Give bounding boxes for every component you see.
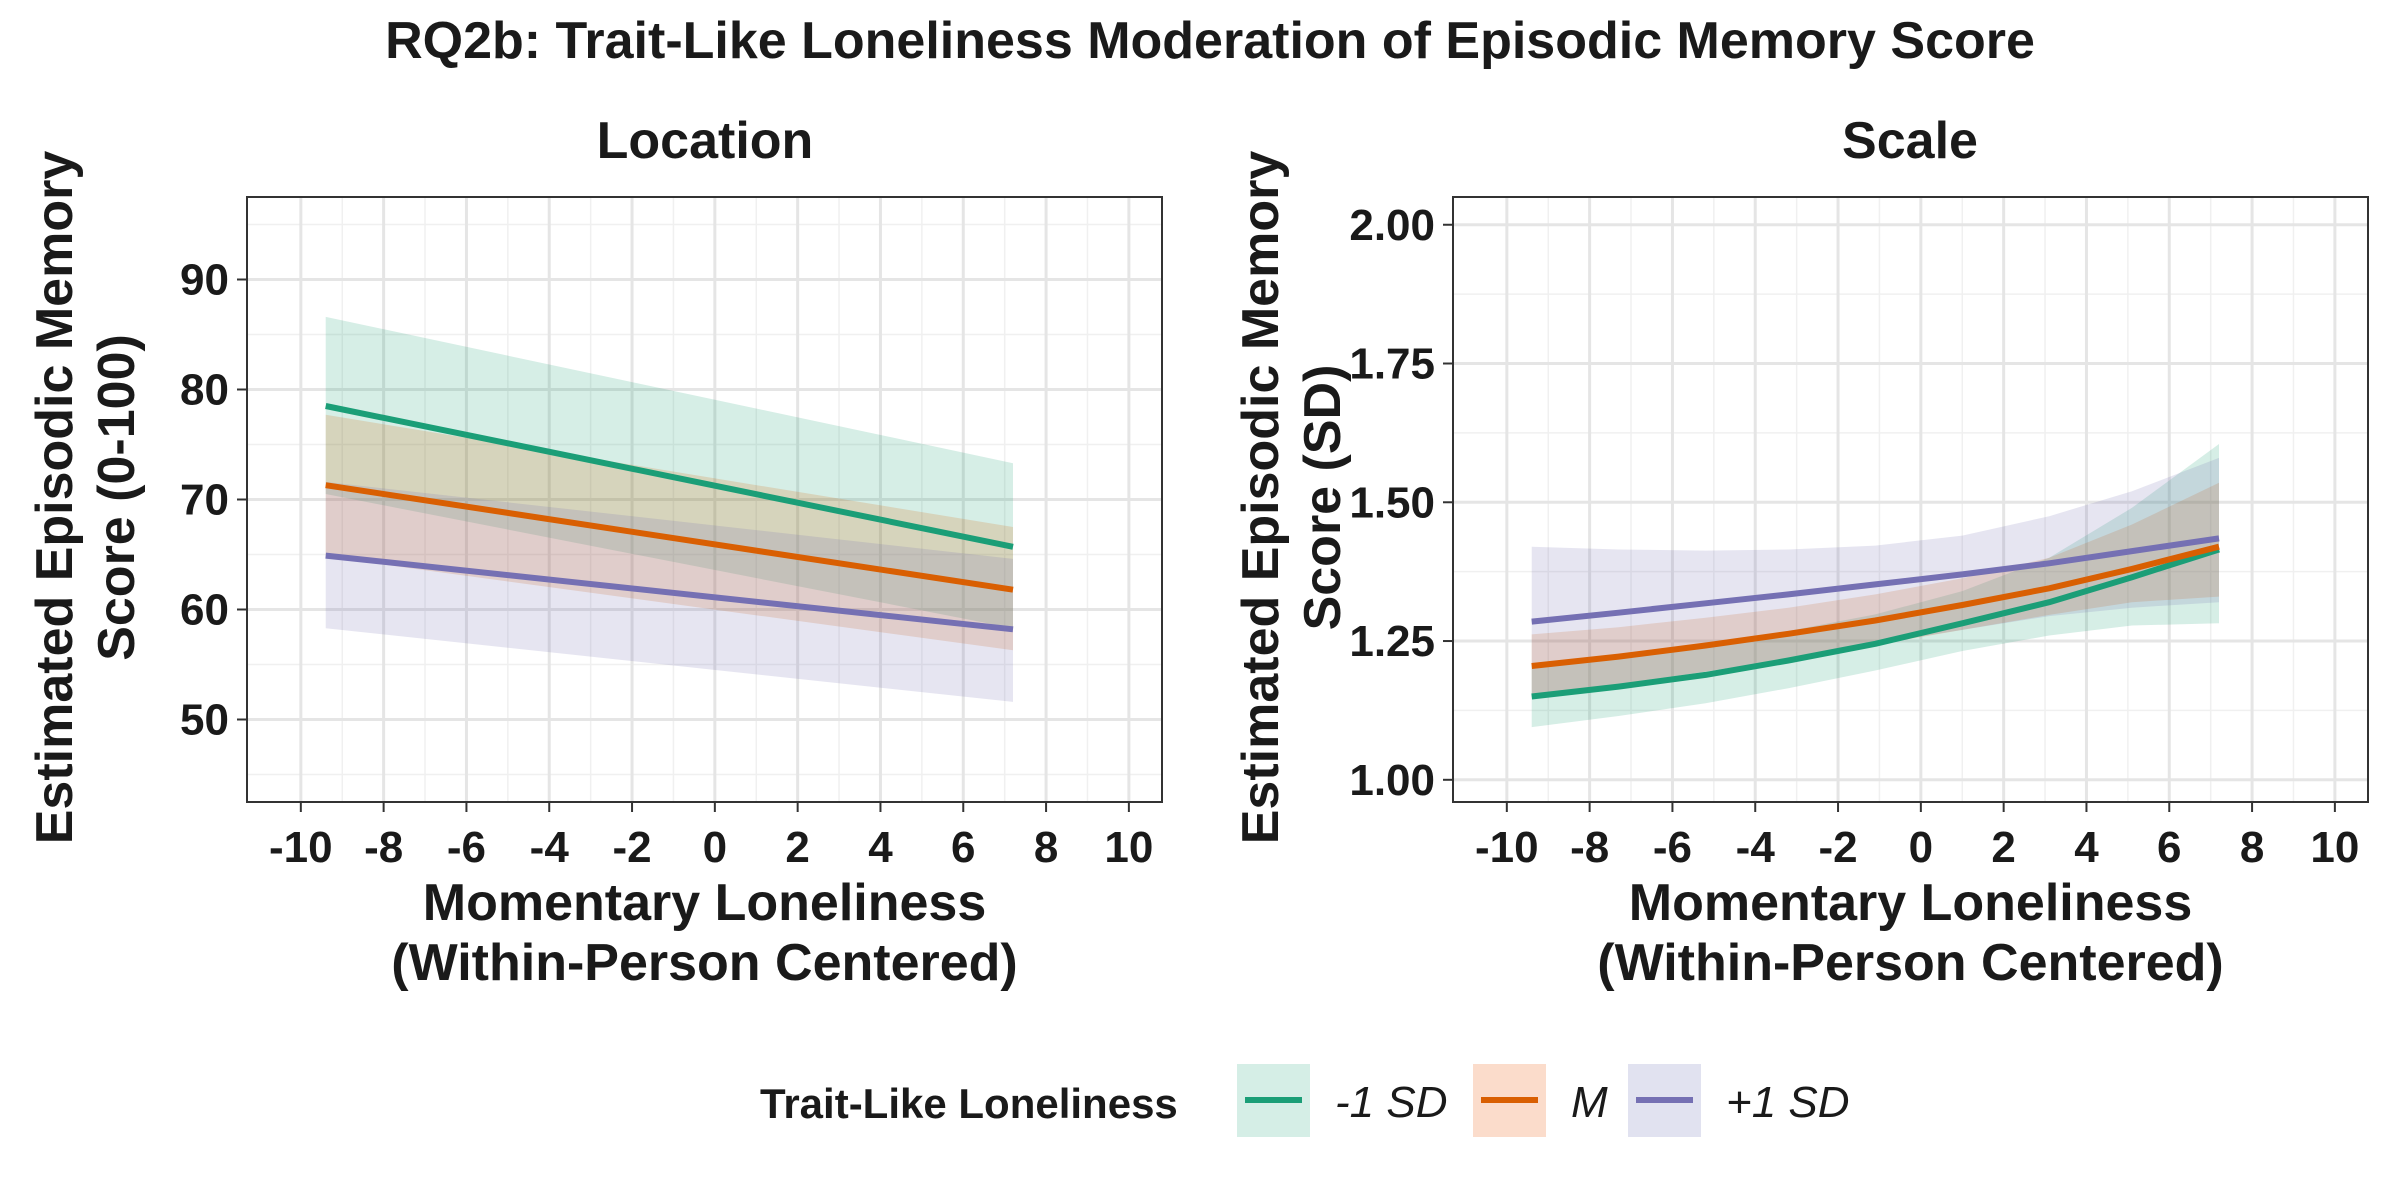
x-tick-label: -2 <box>1818 823 1857 872</box>
y-tick-label: 1.25 <box>1349 617 1435 666</box>
confidence-band-1sd <box>1531 457 2219 697</box>
panel1-x-axis-label: Momentary Loneliness <box>1629 874 2192 932</box>
x-tick-label: 8 <box>2240 823 2264 872</box>
series-line-m <box>1531 543 2220 669</box>
x-tick-label: -10 <box>1475 823 1539 872</box>
panel1-axes: -10 -8 -6 -4 -2 0 2 4 6 8 10 1.00 1.25 1.50 1.75 2.00 <box>1349 201 2359 872</box>
y-tick-label: 60 <box>180 586 229 635</box>
x-tick-label: 6 <box>2157 823 2181 872</box>
series-line-1sd <box>325 403 1014 550</box>
panel0-lines <box>325 403 1014 633</box>
x-tick-label: 10 <box>2310 823 2359 872</box>
x-tick-label: 6 <box>951 823 975 872</box>
x-tick-label: 0 <box>1909 823 1933 872</box>
x-tick-label: -6 <box>1653 823 1692 872</box>
panel0-y-axis-label: Estimated Episodic Memory <box>26 151 84 845</box>
x-tick-label: -8 <box>1570 823 1609 872</box>
x-tick-label: -6 <box>447 823 486 872</box>
legend-label: -1 SD <box>1335 1078 1447 1127</box>
confidence-band-m <box>325 414 1013 651</box>
figure-title: RQ2b: Trait-Like Loneliness Moderation o… <box>385 12 2035 70</box>
y-tick-label: 1.00 <box>1349 756 1435 805</box>
x-tick-label: 2 <box>785 823 809 872</box>
panel0-title: Location <box>597 112 814 170</box>
legend-item: +1 SD <box>1628 1064 1850 1137</box>
x-tick-label: 2 <box>1991 823 2015 872</box>
x-tick-label: -4 <box>1736 823 1776 872</box>
x-tick-label: -8 <box>364 823 403 872</box>
y-tick-label: 70 <box>180 476 229 525</box>
panel0-grid <box>247 197 1162 802</box>
panel0-x-axis-label: Momentary Loneliness <box>423 874 986 932</box>
x-tick-label: 4 <box>2074 823 2099 872</box>
series-line-1sd <box>1531 535 2220 625</box>
panel0-y-axis-label: Score (0-100) <box>88 334 146 661</box>
legend-label: M <box>1571 1078 1608 1127</box>
confidence-band-1sd <box>325 316 1013 629</box>
legend-label: +1 SD <box>1726 1078 1850 1127</box>
x-tick-label: 4 <box>868 823 893 872</box>
legend-item: M <box>1473 1064 1608 1137</box>
y-tick-label: 2.00 <box>1349 201 1435 250</box>
series-line-1sd <box>1531 546 2220 700</box>
x-tick-label: 0 <box>703 823 727 872</box>
x-tick-label: -4 <box>530 823 570 872</box>
y-tick-label: 90 <box>180 256 229 305</box>
y-tick-label: 1.50 <box>1349 478 1435 527</box>
x-tick-label: -10 <box>269 823 333 872</box>
legend: Trait-Like Loneliness -1 SD M +1 SD <box>760 1064 1850 1137</box>
x-tick-label: -2 <box>612 823 651 872</box>
panel1-x-axis-label: (Within-Person Centered) <box>1597 934 2223 992</box>
panel1-y-axis-label: Estimated Episodic Memory <box>1232 151 1290 845</box>
panel-location: -10 -8 -6 -4 -2 0 2 4 6 8 10 50 60 70 80 90 Location Mome… <box>26 112 1163 992</box>
panel-scale: -10 -8 -6 -4 -2 0 2 4 6 8 10 1.00 1.25 1.50 1.75 2.00 Sc… <box>1232 112 2369 992</box>
x-tick-label: 10 <box>1104 823 1153 872</box>
panel1-grid <box>1453 197 2368 802</box>
panel1-y-axis-label: Score (SD) <box>1294 365 1352 631</box>
legend-item: -1 SD <box>1237 1064 1447 1137</box>
legend-title: Trait-Like Loneliness <box>760 1080 1178 1127</box>
series-line-m <box>325 482 1014 593</box>
y-tick-label: 1.75 <box>1349 340 1435 389</box>
y-tick-label: 80 <box>180 366 229 415</box>
panel1-plot-area <box>1453 197 2368 802</box>
x-tick-label: 8 <box>1034 823 1058 872</box>
panel0-x-axis-label: (Within-Person Centered) <box>391 934 1017 992</box>
y-tick-label: 50 <box>180 696 229 745</box>
panel0-axes: -10 -8 -6 -4 -2 0 2 4 6 8 10 50 60 70 80 90 <box>180 256 1153 873</box>
panel1-title: Scale <box>1842 112 1978 170</box>
confidence-band-1sd <box>1531 444 2219 728</box>
panel1-lines <box>1531 535 2220 700</box>
panel1-border <box>1452 196 2369 803</box>
series-line-1sd <box>325 552 1014 633</box>
